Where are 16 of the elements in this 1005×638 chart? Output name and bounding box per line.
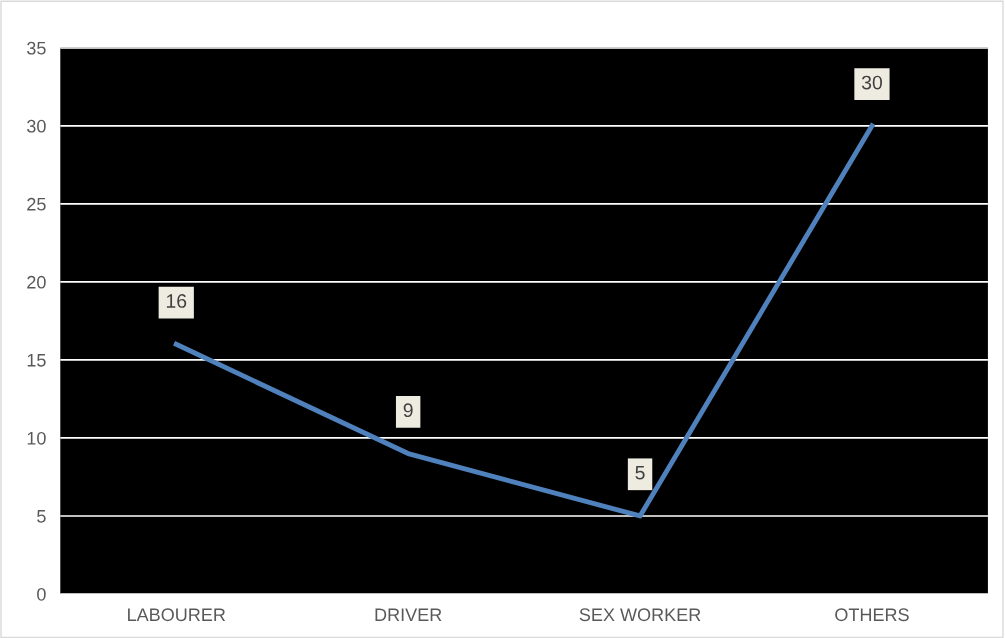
y-tick-label: 35 xyxy=(27,41,46,55)
x-tick-label: OTHERS xyxy=(835,608,909,622)
y-tick-label: 15 xyxy=(27,354,46,367)
y-tick-label: 0 xyxy=(37,587,46,601)
x-tick-label: SEX WORKER xyxy=(579,608,701,622)
data-label: 9 xyxy=(403,403,413,418)
y-tick-label: 20 xyxy=(27,275,46,289)
y-tick-label: 30 xyxy=(27,119,46,133)
x-tick-label: LABOURER xyxy=(128,608,226,622)
y-tick-label: 25 xyxy=(27,197,46,211)
y-tick-label: 5 xyxy=(37,510,46,523)
data-label: 30 xyxy=(861,75,883,90)
x-tick-label: DRIVER xyxy=(375,608,442,621)
data-label: 5 xyxy=(635,465,645,480)
data-label: 16 xyxy=(166,294,187,308)
y-tick-label: 10 xyxy=(27,431,46,445)
